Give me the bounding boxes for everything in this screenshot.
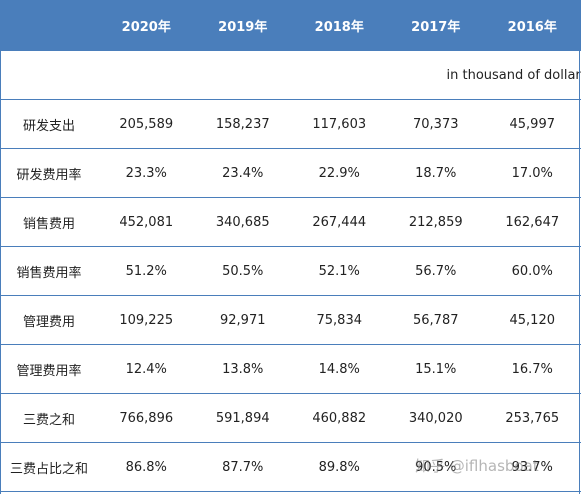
row-label: 管理费用率 — [0, 344, 98, 394]
table-cell: 591,894 — [194, 393, 291, 443]
table-cell: 162,647 — [484, 197, 581, 247]
table-cell: 18.7% — [387, 148, 484, 198]
table-cell: 45,997 — [484, 99, 581, 149]
header-cell-2016: 2016年 — [484, 0, 581, 51]
table-cell: 109,225 — [98, 295, 195, 345]
unit-row: in thousand of dollar — [0, 50, 581, 100]
table-cell: 23.3% — [98, 148, 195, 198]
row-label: 管理费用 — [0, 295, 98, 345]
table-cell: 14.8% — [291, 344, 388, 394]
table-cell: 205,589 — [98, 99, 195, 149]
unit-note-cell: in thousand of dollar — [0, 50, 581, 100]
unit-note: in thousand of dollar — [446, 67, 581, 83]
table-cell: 460,882 — [291, 393, 388, 443]
watermark-text: 知乎 @iflhasboat — [415, 457, 539, 475]
table-row: 研发费用率 23.3% 23.4% 22.9% 18.7% 17.0% — [0, 148, 581, 198]
table-cell: 90.5% — [387, 442, 484, 492]
table-row: 研发支出 205,589 158,237 117,603 70,373 45,9… — [0, 99, 581, 149]
table-cell: 56.7% — [387, 246, 484, 296]
table-cell: 17.0% — [484, 148, 581, 198]
table-cell: 212,859 — [387, 197, 484, 247]
table-row: 销售费用 452,081 340,685 267,444 212,859 162… — [0, 197, 581, 247]
table-cell: 13.8% — [194, 344, 291, 394]
table-cell: 117,603 — [291, 99, 388, 149]
table-cell: 267,444 — [291, 197, 388, 247]
table-cell: 60.0% — [484, 246, 581, 296]
header-cell-corner — [0, 0, 98, 51]
header-cell-2018: 2018年 — [291, 0, 388, 51]
table-cell: 45,120 — [484, 295, 581, 345]
header-cell-2019: 2019年 — [194, 0, 291, 51]
header-cell-2020: 2020年 — [98, 0, 195, 51]
table-right-border — [579, 0, 580, 494]
table-cell: 70,373 — [387, 99, 484, 149]
table-cell: 89.8% — [291, 442, 388, 492]
table-cell: 340,020 — [387, 393, 484, 443]
table-cell: 12.4% — [98, 344, 195, 394]
table-cell: 253,765 — [484, 393, 581, 443]
table-row: 管理费用 109,225 92,971 75,834 56,787 45,120 — [0, 295, 581, 345]
row-label: 研发费用率 — [0, 148, 98, 198]
row-label: 研发支出 — [0, 99, 98, 149]
table-cell: 56,787 — [387, 295, 484, 345]
table-cell: 93.7% — [484, 442, 581, 492]
table-left-border — [0, 0, 1, 494]
table-row: 管理费用率 12.4% 13.8% 14.8% 15.1% 16.7% — [0, 344, 581, 394]
table-cell: 75,834 — [291, 295, 388, 345]
table-cell: 50.5% — [194, 246, 291, 296]
row-label: 三费占比之和 — [0, 442, 98, 492]
header-cell-2017: 2017年 — [387, 0, 484, 51]
table-cell: 766,896 — [98, 393, 195, 443]
table-cell: 51.2% — [98, 246, 195, 296]
table-cell: 452,081 — [98, 197, 195, 247]
table-row: 销售费用率 51.2% 50.5% 52.1% 56.7% 60.0% — [0, 246, 581, 296]
row-label: 销售费用 — [0, 197, 98, 247]
table-cell: 158,237 — [194, 99, 291, 149]
table-cell: 340,685 — [194, 197, 291, 247]
table-cell: 87.7% — [194, 442, 291, 492]
table-cell: 15.1% — [387, 344, 484, 394]
table-cell: 52.1% — [291, 246, 388, 296]
table-cell: 23.4% — [194, 148, 291, 198]
table-cell: 92,971 — [194, 295, 291, 345]
table-cell: 16.7% — [484, 344, 581, 394]
table-row: 三费之和 766,896 591,894 460,882 340,020 253… — [0, 393, 581, 443]
table-cell: 86.8% — [98, 442, 195, 492]
table-cell: 22.9% — [291, 148, 388, 198]
row-label: 销售费用率 — [0, 246, 98, 296]
table-row: 三费占比之和 86.8% 87.7% 89.8% 90.5% 93.7% — [0, 442, 581, 492]
row-label: 三费之和 — [0, 393, 98, 443]
header-row: 2020年 2019年 2018年 2017年 2016年 — [0, 0, 581, 51]
